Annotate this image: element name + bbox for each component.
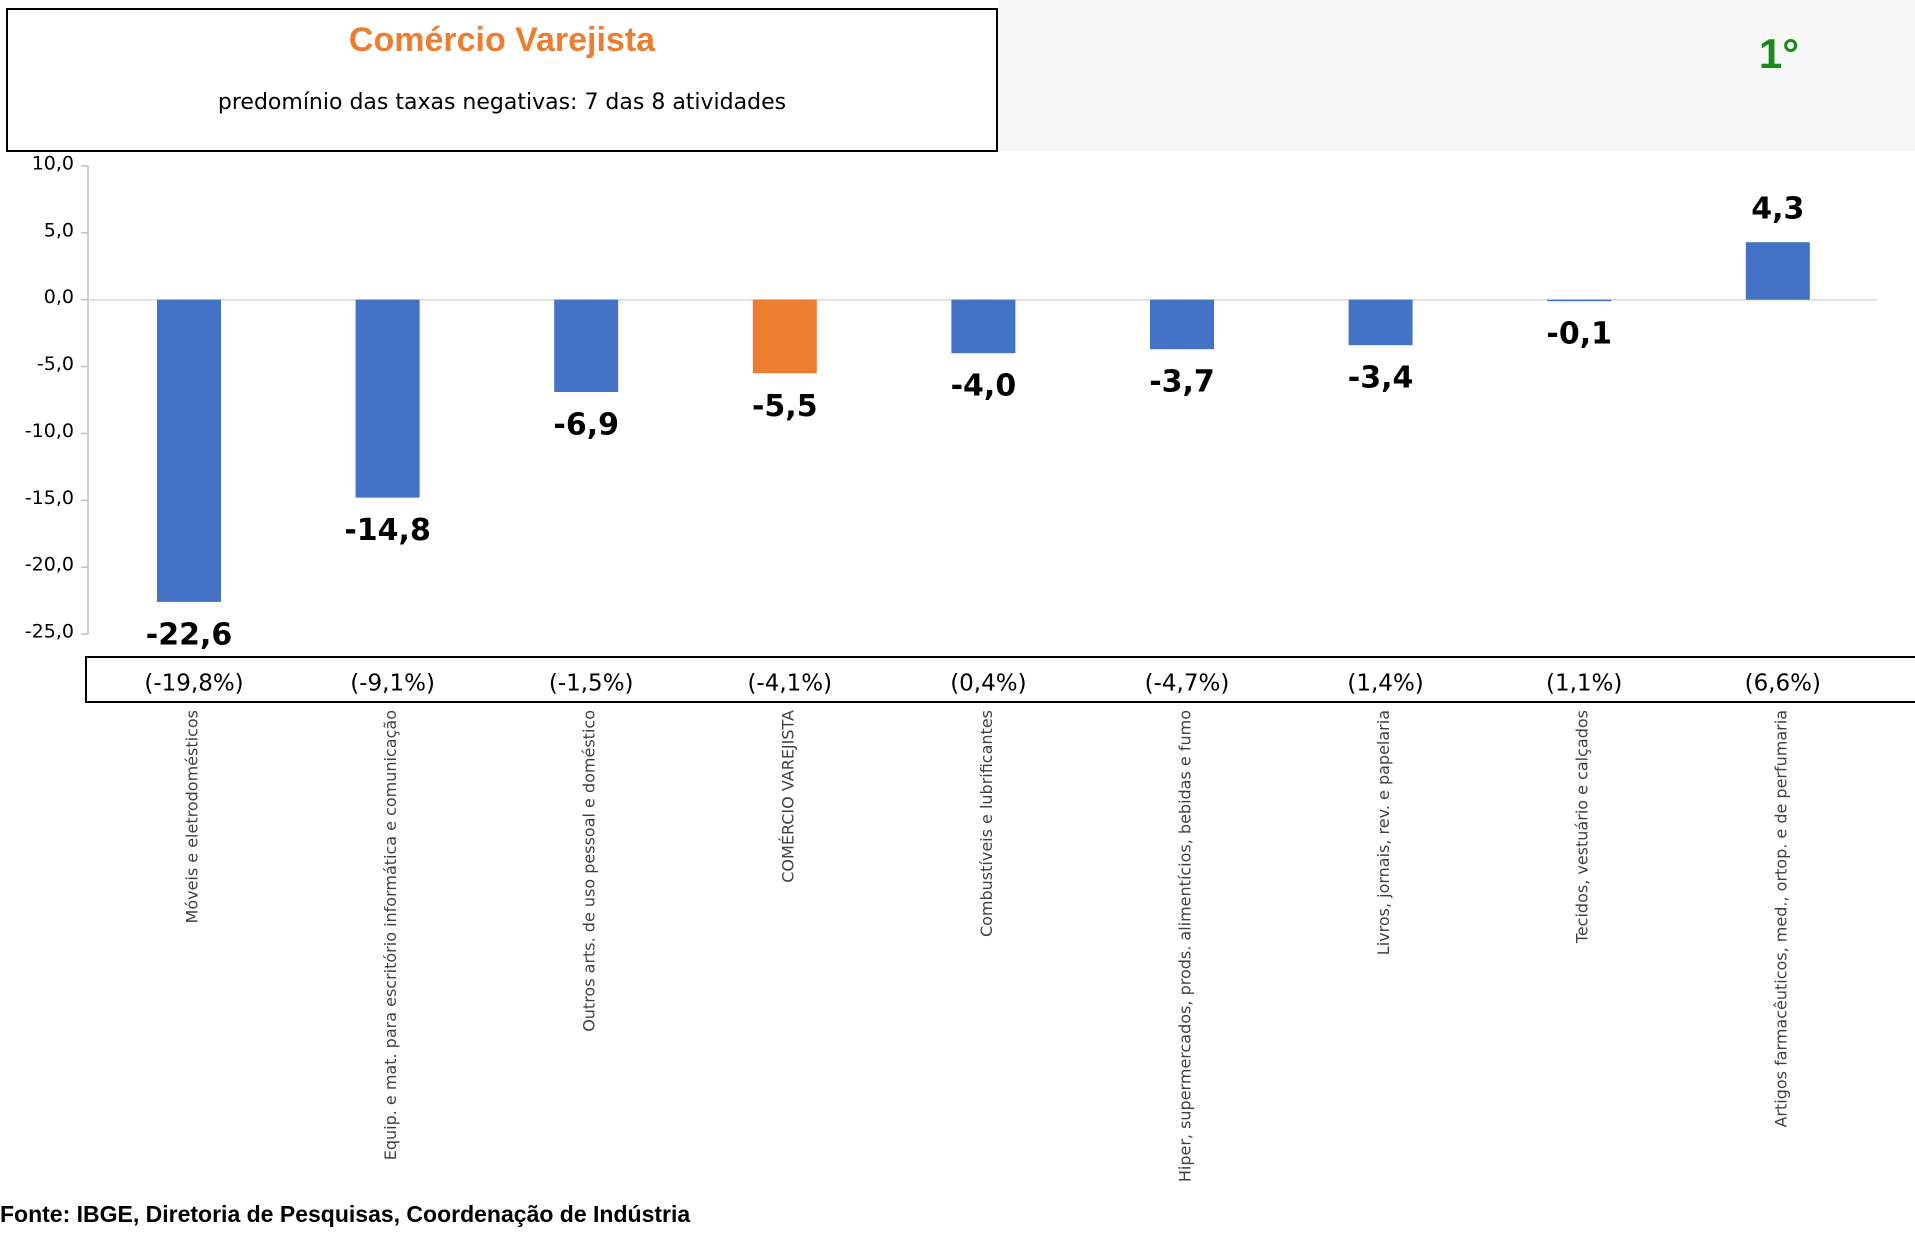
data-label: -22,6 xyxy=(146,617,232,652)
x-tick-label: Artigos farmacêuticos, med., ortop. e de… xyxy=(1771,710,1790,1128)
rank: 1° xyxy=(1759,30,1799,77)
x-tick-label: Móveis e eletrodomésticos xyxy=(183,710,202,923)
data-label: -3,4 xyxy=(1348,361,1414,396)
data-label: 4,3 xyxy=(1751,192,1804,227)
secondary-label: (-19,8%) xyxy=(144,671,243,697)
x-tick-label: Hiper, supermercados, prods. alimentício… xyxy=(1176,710,1195,1182)
bar xyxy=(355,299,420,498)
secondary-label: (-4,1%) xyxy=(747,671,832,697)
bar xyxy=(1547,299,1612,302)
y-tick-label: 0,0 xyxy=(44,286,74,308)
chart-title: Comércio Varejista xyxy=(349,21,656,59)
title-box xyxy=(6,8,998,152)
data-label: -4,0 xyxy=(951,369,1017,404)
source: Fonte: IBGE, Diretoria de Pesquisas, Coo… xyxy=(0,1201,690,1227)
y-tick-label: -10,0 xyxy=(25,420,74,442)
secondary-label: (1,1%) xyxy=(1546,671,1622,697)
x-tick-label: COMÉRCIO VAREJISTA xyxy=(778,710,797,883)
y-tick-label: 10,0 xyxy=(32,153,74,175)
bar xyxy=(554,299,619,392)
secondary-label: (-4,7%) xyxy=(1145,671,1230,697)
y-tick-label: 5,0 xyxy=(44,219,74,241)
x-tick-label: Combustíveis e lubrificantes xyxy=(977,710,996,937)
secondary-label: (-9,1%) xyxy=(350,671,435,697)
bar xyxy=(157,299,221,602)
data-label: -6,9 xyxy=(553,407,619,442)
data-label: -5,5 xyxy=(752,389,818,424)
secondary-label: (1,4%) xyxy=(1347,671,1423,697)
data-label: -3,7 xyxy=(1149,365,1215,400)
data-label: -14,8 xyxy=(344,513,430,548)
header-panel xyxy=(998,0,1915,151)
y-tick-label: -25,0 xyxy=(25,621,74,643)
y-tick-label: -5,0 xyxy=(37,353,74,375)
bar xyxy=(951,299,1016,354)
x-tick-label: Equip. e mat. para escritório informátic… xyxy=(381,710,400,1160)
y-tick-label: -20,0 xyxy=(25,554,74,576)
bar xyxy=(1150,299,1214,350)
bar xyxy=(1348,299,1413,346)
y-tick-label: -15,0 xyxy=(25,487,74,509)
x-tick-label: Outros arts. de uso pessoal e doméstico xyxy=(580,710,599,1032)
bar xyxy=(1745,242,1810,300)
x-tick-label: Livros, jornais, rev. e papelaria xyxy=(1374,710,1393,955)
secondary-label: (0,4%) xyxy=(950,671,1026,697)
secondary-label: (-1,5%) xyxy=(549,671,634,697)
secondary-box xyxy=(85,656,1915,703)
chart-subtitle: predomínio das taxas negativas: 7 das 8 … xyxy=(218,90,786,115)
bar xyxy=(752,299,817,374)
x-tick-label: Tecidos, vestuário e calçados xyxy=(1573,710,1592,944)
data-label: -0,1 xyxy=(1546,317,1612,352)
secondary-label: (6,6%) xyxy=(1745,671,1821,697)
